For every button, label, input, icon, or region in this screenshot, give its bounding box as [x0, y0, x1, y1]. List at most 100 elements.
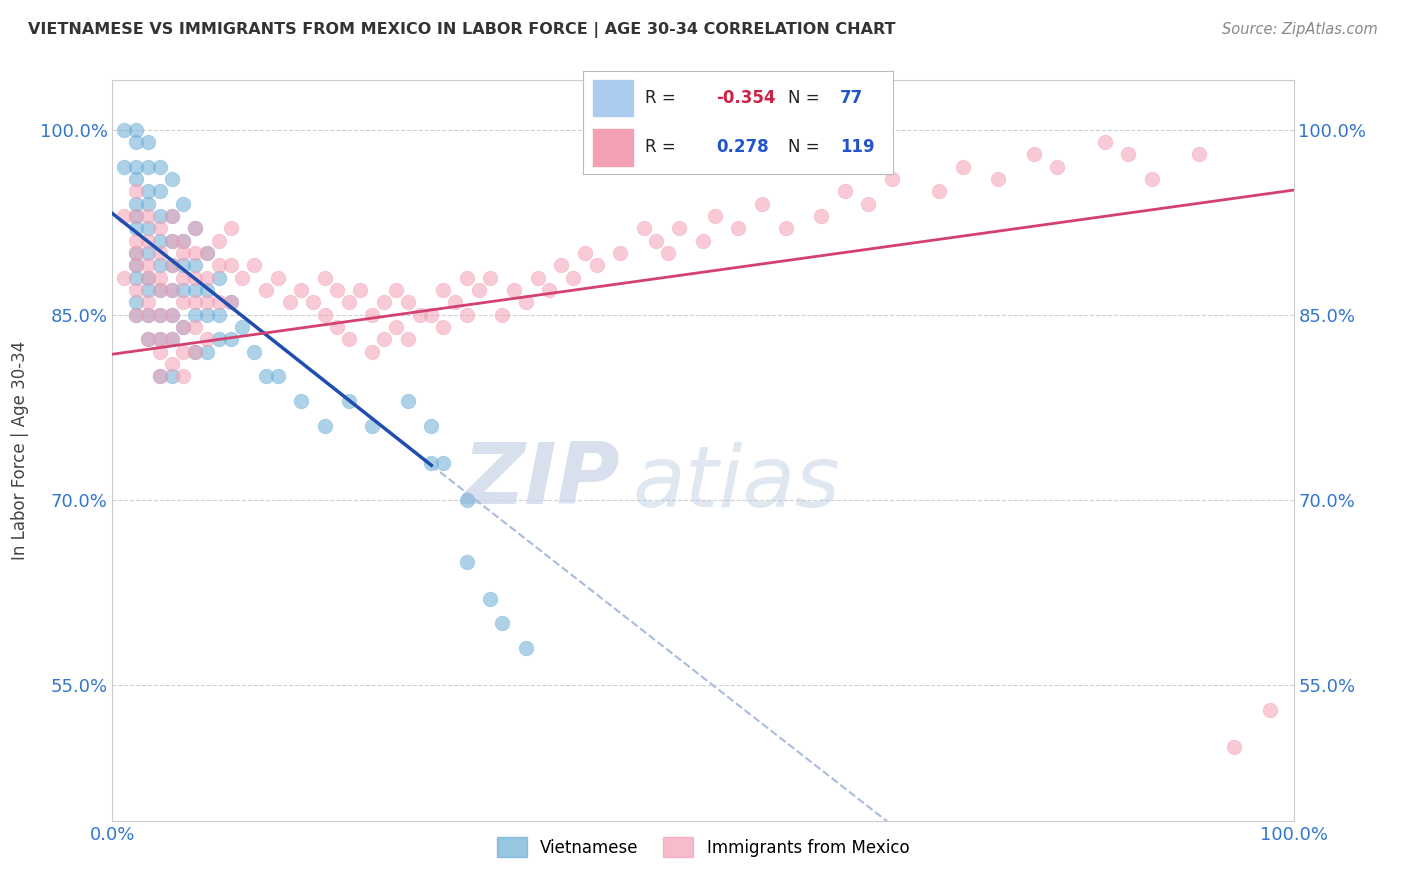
Point	[125, 160, 148, 174]
Point	[136, 196, 159, 211]
Bar	[593, 128, 633, 166]
Point	[149, 308, 172, 322]
Point	[125, 196, 148, 211]
Point	[267, 270, 290, 285]
Point	[160, 357, 183, 371]
Point	[149, 270, 172, 285]
Point	[208, 259, 231, 273]
Point	[160, 172, 183, 186]
Point	[149, 333, 172, 347]
Point	[254, 369, 277, 384]
Point	[172, 320, 194, 334]
Point	[810, 209, 832, 223]
Point	[125, 308, 148, 322]
Point	[385, 283, 408, 297]
Point	[751, 196, 773, 211]
Point	[208, 295, 231, 310]
Point	[160, 333, 183, 347]
Point	[254, 283, 277, 297]
Point	[396, 394, 419, 409]
Point	[432, 456, 454, 470]
Point	[184, 320, 207, 334]
Point	[160, 308, 183, 322]
Point	[609, 246, 631, 260]
Point	[172, 246, 194, 260]
Point	[1140, 172, 1163, 186]
Text: N =: N =	[787, 138, 820, 156]
Point	[184, 344, 207, 359]
Point	[149, 283, 172, 297]
Point	[149, 209, 172, 223]
Point	[396, 333, 419, 347]
Point	[195, 344, 218, 359]
Legend: Vietnamese, Immigrants from Mexico: Vietnamese, Immigrants from Mexico	[489, 830, 917, 864]
Point	[125, 185, 148, 199]
Point	[432, 283, 454, 297]
Point	[479, 270, 502, 285]
Bar	[593, 79, 633, 117]
Point	[195, 283, 218, 297]
Point	[125, 122, 148, 136]
Point	[112, 270, 135, 285]
Point	[373, 295, 395, 310]
Point	[420, 418, 443, 433]
Text: 0.278: 0.278	[717, 138, 769, 156]
Text: VIETNAMESE VS IMMIGRANTS FROM MEXICO IN LABOR FORCE | AGE 30-34 CORRELATION CHAR: VIETNAMESE VS IMMIGRANTS FROM MEXICO IN …	[28, 22, 896, 38]
Point	[149, 234, 172, 248]
Text: 77: 77	[841, 89, 863, 107]
Text: 119: 119	[841, 138, 875, 156]
Point	[526, 270, 548, 285]
Point	[125, 234, 148, 248]
Point	[420, 456, 443, 470]
Point	[337, 394, 360, 409]
Point	[775, 221, 797, 235]
Point	[208, 234, 231, 248]
Point	[149, 283, 172, 297]
Point	[160, 209, 183, 223]
Point	[1046, 160, 1069, 174]
Point	[456, 555, 478, 569]
Point	[172, 234, 194, 248]
Point	[160, 369, 183, 384]
Text: -0.354: -0.354	[717, 89, 776, 107]
Point	[136, 259, 159, 273]
Point	[149, 344, 172, 359]
Point	[125, 172, 148, 186]
Point	[160, 283, 183, 297]
Point	[467, 283, 489, 297]
Point	[195, 295, 218, 310]
Point	[337, 333, 360, 347]
Point	[657, 246, 679, 260]
Point	[125, 283, 148, 297]
Point	[125, 308, 148, 322]
Point	[562, 270, 585, 285]
Point	[326, 320, 349, 334]
Point	[184, 246, 207, 260]
Point	[585, 259, 607, 273]
Point	[172, 320, 194, 334]
Point	[373, 333, 395, 347]
Point	[136, 308, 159, 322]
Point	[456, 270, 478, 285]
Point	[149, 246, 172, 260]
Point	[727, 221, 749, 235]
Point	[515, 640, 537, 655]
Point	[136, 333, 159, 347]
Point	[302, 295, 325, 310]
Point	[491, 616, 513, 631]
Point	[1223, 739, 1246, 754]
Point	[420, 308, 443, 322]
Point	[136, 160, 159, 174]
Point	[149, 185, 172, 199]
Point	[172, 270, 194, 285]
Point	[184, 283, 207, 297]
Point	[361, 308, 384, 322]
Point	[314, 418, 336, 433]
Point	[928, 185, 950, 199]
Point	[385, 320, 408, 334]
Point	[1258, 703, 1281, 717]
Point	[184, 295, 207, 310]
Point	[149, 221, 172, 235]
Point	[550, 259, 572, 273]
Point	[136, 209, 159, 223]
